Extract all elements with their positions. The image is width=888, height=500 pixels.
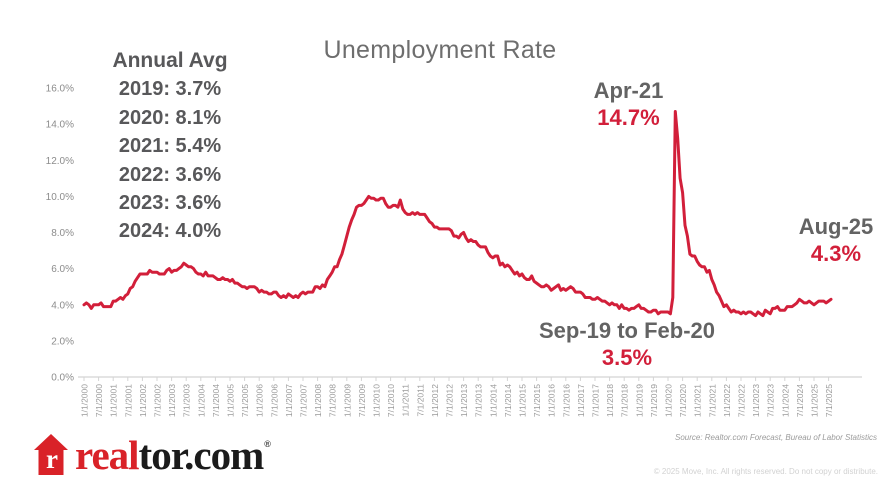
x-axis-tick-label: 1/1/2011	[401, 384, 411, 417]
x-axis-tick-label: 1/1/2021	[693, 384, 703, 417]
x-axis-tick-label: 7/1/2010	[386, 384, 396, 417]
x-axis-tick-label: 1/1/2008	[313, 384, 323, 417]
x-axis-tick-label: 1/1/2001	[109, 384, 119, 417]
annual-avg-row-2019: 2019: 3.7%	[118, 78, 222, 101]
x-axis-tick-label: 7/1/2011	[415, 384, 425, 417]
x-axis-tick-label: 1/1/2016	[547, 384, 557, 417]
annotation-low: Sep-19 to Feb-20 3.5%	[518, 317, 736, 371]
x-axis-tick-label: 7/1/2004	[211, 384, 221, 417]
x-axis-tick-label: 1/1/2010	[372, 384, 382, 417]
x-axis-tick-label: 1/1/2014	[488, 384, 498, 417]
y-axis-tick-label: 2.0%	[51, 336, 74, 347]
annotation-low-value: 3.5%	[601, 345, 653, 370]
x-axis-tick-label: 1/1/2000	[80, 384, 90, 417]
x-axis-tick-label: 1/1/2013	[459, 384, 469, 417]
annotation-low-label: Sep-19 to Feb-20	[538, 318, 716, 343]
x-axis-tick-label: 7/1/2017	[591, 384, 601, 417]
y-axis-tick-label: 12.0%	[46, 156, 74, 167]
x-axis-tick-label: 1/1/2023	[751, 384, 761, 417]
annual-avg-row-2022: 2022: 3.6%	[118, 163, 222, 186]
logo-text-torcom: tor.com	[138, 432, 265, 478]
annotation-peak: Apr-21 14.7%	[556, 77, 701, 131]
annual-avg-heading: Annual Avg	[112, 49, 228, 72]
annotation-peak-value: 14.7%	[597, 105, 660, 130]
x-axis-tick-label: 7/1/2002	[153, 384, 163, 417]
x-axis-tick-label: 7/1/2024	[795, 384, 805, 417]
unemployment-rate-series-line	[82, 110, 833, 318]
x-axis-tick-label: 7/1/2020	[678, 384, 688, 417]
registered-trademark-mark: ®	[264, 439, 271, 449]
source-attribution: Source: Realtor.com Forecast, Bureau of …	[674, 433, 877, 442]
x-axis-tick-label: 7/1/2003	[182, 384, 192, 417]
annotation-peak-label: Apr-21	[593, 78, 664, 103]
x-axis-tick-label: 1/1/2007	[284, 384, 294, 417]
logo-wordmark: realtor.com	[75, 432, 265, 478]
y-axis-tick-label: 4.0%	[51, 300, 74, 311]
x-axis-tick-label: 1/1/2003	[167, 384, 177, 417]
x-axis-tick-label: 1/1/2004	[196, 384, 206, 417]
realtor-house-icon: r	[34, 434, 68, 475]
x-axis-tick-label: 1/1/2018	[605, 384, 615, 417]
y-axis-tick-label: 8.0%	[51, 228, 74, 239]
x-axis-tick-label: 7/1/2022	[737, 384, 747, 417]
y-axis-tick-label: 14.0%	[46, 120, 74, 131]
x-axis-tick-label: 7/1/2007	[299, 384, 309, 417]
y-axis-tick-label: 10.0%	[46, 192, 74, 203]
annual-avg-panel: Annual Avg 2019: 3.7% 2020: 8.1% 2021: 5…	[93, 47, 247, 246]
x-axis-tick-label: 7/1/2016	[561, 384, 571, 417]
unemployment-line-chart: 0.0% 2.0% 4.0% 6.0% 8.0% 10.0% 12.0% 14.0% 16.0%…	[46, 84, 862, 417]
x-axis-tick-label: 7/1/2001	[123, 384, 133, 417]
annual-avg-row-2023: 2023: 3.6%	[118, 192, 222, 215]
realtor-logo: r realtor.com ®	[33, 433, 271, 477]
x-axis-tick-label: 1/1/2020	[664, 384, 674, 417]
x-axis-tick-label: 7/1/2006	[269, 384, 279, 417]
x-axis-tick-label: 1/1/2012	[430, 384, 440, 417]
x-axis-tick-label: 7/1/2021	[707, 384, 717, 417]
annotation-latest: Aug-25 4.3%	[766, 213, 888, 267]
x-axis-tick-label: 7/1/2000	[94, 384, 104, 417]
annotation-latest-label: Aug-25	[798, 214, 874, 239]
x-axis-tick-label: 1/1/2025	[810, 384, 820, 417]
x-axis-tick-label: 7/1/2025	[824, 384, 834, 417]
copyright-note: © 2025 Move, Inc. All rights reserved. D…	[653, 467, 878, 476]
y-axis-tick-label: 0.0%	[51, 373, 74, 384]
x-axis-tick-label: 1/1/2015	[518, 384, 528, 417]
x-axis-tick-label: 1/1/2005	[226, 384, 236, 417]
x-axis-tick-label: 7/1/2012	[445, 384, 455, 417]
x-axis-tick-label: 1/1/2022	[722, 384, 732, 417]
x-axis-tick-label: 7/1/2005	[240, 384, 250, 417]
x-axis-tick-label: 1/1/2006	[255, 384, 265, 417]
annual-avg-row-2020: 2020: 8.1%	[118, 106, 222, 129]
x-axis-tick-label: 7/1/2023	[766, 384, 776, 417]
x-axis-tick-label: 1/1/2009	[342, 384, 352, 417]
x-axis-tick-label: 1/1/2019	[634, 384, 644, 417]
chart-title: Unemployment Rate	[323, 36, 557, 64]
svg-text:r: r	[46, 444, 58, 474]
logo-text-real: real	[75, 432, 140, 478]
x-axis-tick-label: 7/1/2008	[328, 384, 338, 417]
annual-avg-row-2021: 2021: 5.4%	[118, 135, 222, 158]
annotation-latest-value: 4.3%	[810, 241, 862, 266]
x-axis-tick-label: 7/1/2009	[357, 384, 367, 417]
x-axis-tick-label: 7/1/2014	[503, 384, 513, 417]
annual-avg-row-2024: 2024: 4.0%	[118, 220, 222, 243]
x-axis-tick-label: 1/1/2017	[576, 384, 586, 417]
x-axis-tick-label: 7/1/2013	[474, 384, 484, 417]
x-axis-tick-label: 7/1/2015	[532, 384, 542, 417]
x-axis-tick-label: 1/1/2024	[780, 384, 790, 417]
x-axis-tick-label: 7/1/2019	[649, 384, 659, 417]
x-axis-tick-label: 1/1/2002	[138, 384, 148, 417]
x-axis-tick-label: 7/1/2018	[620, 384, 630, 417]
y-axis-tick-label: 6.0%	[51, 264, 74, 275]
y-axis-tick-label: 16.0%	[46, 84, 74, 95]
